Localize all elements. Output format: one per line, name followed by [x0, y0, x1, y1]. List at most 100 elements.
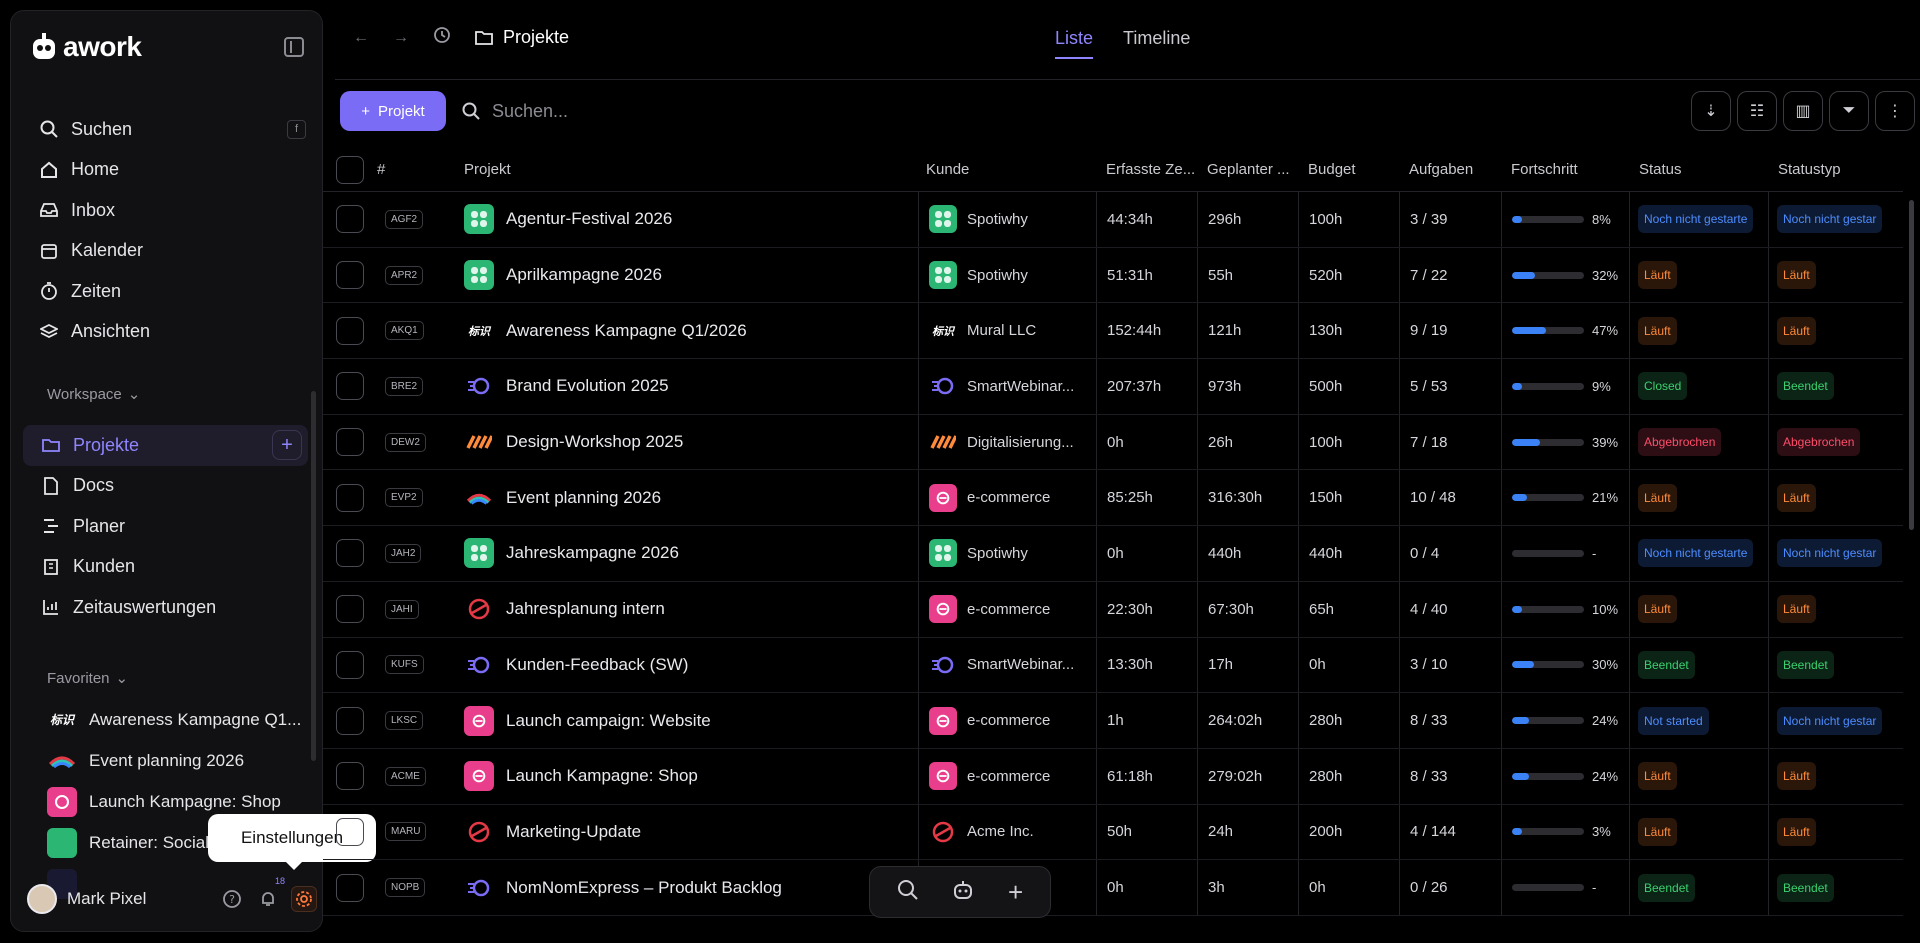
header-client[interactable]: Kunde: [926, 161, 970, 178]
status-type-cell[interactable]: Noch nicht gestar: [1768, 526, 1898, 581]
forward-arrow-icon[interactable]: →: [393, 28, 409, 46]
project-name[interactable]: Launch Kampagne: Shop: [506, 766, 698, 786]
project-cell[interactable]: Agentur-Festival 2026: [464, 192, 918, 247]
client-cell[interactable]: 标识 Mural LLC: [918, 303, 1096, 359]
status-badge[interactable]: Läuft: [1638, 316, 1677, 345]
row-checkbox[interactable]: [336, 762, 364, 791]
project-cell[interactable]: Jahreskampagne 2026: [464, 526, 918, 581]
more-vertical-icon[interactable]: ⋮: [1875, 91, 1915, 131]
table-row[interactable]: BRE2 Brand Evolution 2025 SmartWebinar..…: [323, 359, 1903, 415]
status-type-badge[interactable]: Abgebrochen: [1777, 428, 1861, 457]
status-cell[interactable]: Abgebrochen: [1629, 414, 1768, 470]
header-progress[interactable]: Fortschritt: [1511, 161, 1578, 178]
header-number[interactable]: #: [377, 161, 386, 178]
status-type-cell[interactable]: Läuft: [1768, 470, 1898, 526]
status-cell[interactable]: Noch nicht gestarte: [1629, 192, 1768, 247]
row-checkbox[interactable]: [336, 316, 364, 345]
status-cell[interactable]: Läuft: [1629, 247, 1768, 303]
avatar[interactable]: [27, 884, 57, 914]
status-badge[interactable]: Läuft: [1638, 483, 1677, 512]
new-project-button[interactable]: + Projekt: [340, 91, 446, 131]
table-row[interactable]: AGF2 Agentur-Festival 2026 Spotiwhy 44:3…: [323, 192, 1903, 248]
table-row[interactable]: KUFS Kunden-Feedback (SW) SmartWebinar..…: [323, 637, 1903, 694]
status-cell[interactable]: Noch nicht gestarte: [1629, 526, 1768, 581]
table-row[interactable]: JAHI Jahresplanung intern e-commerce 22:…: [323, 581, 1903, 638]
status-type-badge[interactable]: Läuft: [1777, 595, 1816, 624]
client-cell[interactable]: e-commerce: [918, 581, 1096, 637]
status-type-badge[interactable]: Noch nicht gestar: [1777, 539, 1883, 568]
status-type-cell[interactable]: Abgebrochen: [1768, 414, 1898, 470]
row-checkbox[interactable]: [336, 483, 364, 512]
project-name[interactable]: NomNomExpress – Produkt Backlog: [506, 877, 782, 897]
status-type-cell[interactable]: Läuft: [1768, 804, 1898, 860]
project-name[interactable]: Launch campaign: Website: [506, 710, 711, 730]
status-type-badge[interactable]: Beendet: [1777, 372, 1834, 401]
awork-logo[interactable]: awork: [31, 31, 142, 63]
status-badge[interactable]: Läuft: [1638, 762, 1677, 791]
client-cell[interactable]: e-commerce: [918, 470, 1096, 526]
row-checkbox[interactable]: [336, 873, 364, 902]
filter-icon[interactable]: ⏷: [1829, 91, 1869, 131]
project-name[interactable]: Awareness Kampagne Q1/2026: [506, 320, 747, 340]
status-cell[interactable]: Läuft: [1629, 470, 1768, 526]
project-name[interactable]: Jahreskampagne 2026: [506, 543, 679, 563]
row-checkbox[interactable]: [336, 428, 364, 457]
table-row[interactable]: MARU Marketing-Update Acme Inc. 50h 24h …: [323, 804, 1903, 861]
nav-clients[interactable]: Kunden: [23, 547, 308, 588]
project-name[interactable]: Event planning 2026: [506, 487, 662, 507]
status-cell[interactable]: Läuft: [1629, 748, 1768, 804]
project-cell[interactable]: Jahresplanung intern: [464, 582, 918, 637]
search-icon[interactable]: [897, 879, 919, 906]
row-checkbox[interactable]: [336, 595, 364, 624]
collapse-sidebar-icon[interactable]: [284, 37, 304, 57]
status-cell[interactable]: Beendet: [1629, 637, 1768, 693]
client-cell[interactable]: Digitalisierung...: [918, 414, 1096, 470]
header-budget[interactable]: Budget: [1308, 161, 1356, 178]
project-cell[interactable]: Kunden-Feedback (SW): [464, 638, 918, 693]
table-row[interactable]: NOPB NomNomExpress – Produkt Backlog ...…: [323, 860, 1903, 916]
status-type-cell[interactable]: Noch nicht gestar: [1768, 192, 1898, 247]
sort-icon[interactable]: ⇣: [1691, 91, 1731, 131]
tab-timeline[interactable]: Timeline: [1123, 28, 1191, 48]
status-cell[interactable]: Läuft: [1629, 303, 1768, 359]
header-tasks[interactable]: Aufgaben: [1409, 161, 1474, 178]
status-type-badge[interactable]: Beendet: [1777, 650, 1834, 679]
project-name[interactable]: Brand Evolution 2025: [506, 376, 669, 396]
nav-times[interactable]: Zeiten: [31, 271, 306, 312]
columns-icon[interactable]: ▥: [1783, 91, 1823, 131]
header-project[interactable]: Projekt: [464, 161, 511, 178]
ai-robot-icon[interactable]: [952, 879, 974, 906]
status-type-cell[interactable]: Läuft: [1768, 247, 1898, 303]
status-type-badge[interactable]: Läuft: [1777, 316, 1816, 345]
project-cell[interactable]: Event planning 2026: [464, 470, 918, 525]
favorites-section-toggle[interactable]: Favoriten ⌄: [47, 669, 128, 688]
table-row[interactable]: APR2 Aprilkampagne 2026 Spotiwhy 51:31h …: [323, 247, 1903, 304]
nav-docs[interactable]: Docs: [23, 466, 308, 507]
table-row[interactable]: LKSC Launch campaign: Website e-commerce…: [323, 693, 1903, 749]
nav-views[interactable]: Ansichten: [31, 312, 306, 353]
status-badge[interactable]: Closed: [1638, 372, 1688, 401]
status-badge[interactable]: Läuft: [1638, 595, 1677, 624]
status-badge[interactable]: Läuft: [1638, 261, 1677, 290]
favorite-item[interactable]: Retainer: Social: [47, 822, 309, 863]
nav-time-reports[interactable]: Zeitauswertungen: [23, 587, 308, 628]
client-cell[interactable]: Spotiwhy: [918, 192, 1096, 247]
status-badge[interactable]: Noch nicht gestarte: [1638, 539, 1754, 568]
client-cell[interactable]: Spotiwhy: [918, 526, 1096, 581]
sidebar-scrollbar[interactable]: [311, 391, 316, 761]
search-input[interactable]: Suchen...: [462, 91, 568, 131]
workspace-section-toggle[interactable]: Workspace ⌄: [47, 385, 140, 404]
row-checkbox[interactable]: [336, 205, 364, 234]
gear-icon[interactable]: [291, 886, 317, 912]
header-planned[interactable]: Geplanter ...: [1207, 161, 1290, 178]
status-type-cell[interactable]: Noch nicht gestar: [1768, 693, 1898, 748]
client-cell[interactable]: Spotiwhy: [918, 247, 1096, 303]
status-cell[interactable]: Läuft: [1629, 581, 1768, 637]
project-name[interactable]: Kunden-Feedback (SW): [506, 654, 689, 674]
row-checkbox[interactable]: [336, 539, 364, 568]
nav-planner[interactable]: Planer: [23, 506, 308, 547]
header-status-type[interactable]: Statustyp: [1778, 161, 1841, 178]
table-row[interactable]: EVP2 Event planning 2026 e-commerce 85:2…: [323, 470, 1903, 527]
table-scrollbar[interactable]: [1909, 200, 1914, 530]
status-type-cell[interactable]: Läuft: [1768, 581, 1898, 637]
